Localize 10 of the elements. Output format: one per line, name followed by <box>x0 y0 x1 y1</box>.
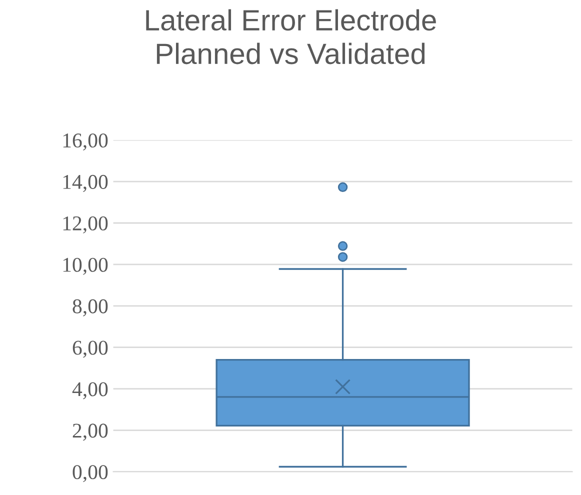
y-tick-label: 2,00 <box>72 424 108 441</box>
chart-title: Lateral Error Electrode Planned vs Validated <box>146 9 436 64</box>
y-tick-label: 8,00 <box>72 299 108 316</box>
y-tick-label: 12,00 <box>63 216 108 234</box>
y-tick-label: 10,00 <box>63 258 108 275</box>
y-tick-label: 6,00 <box>72 340 108 358</box>
y-tick-label: 14,00 <box>63 174 108 192</box>
y-tick-label: 0,00 <box>72 465 108 482</box>
y-tick-label: 4,00 <box>72 382 108 400</box>
y-tick-label: 16,00 <box>63 133 108 151</box>
